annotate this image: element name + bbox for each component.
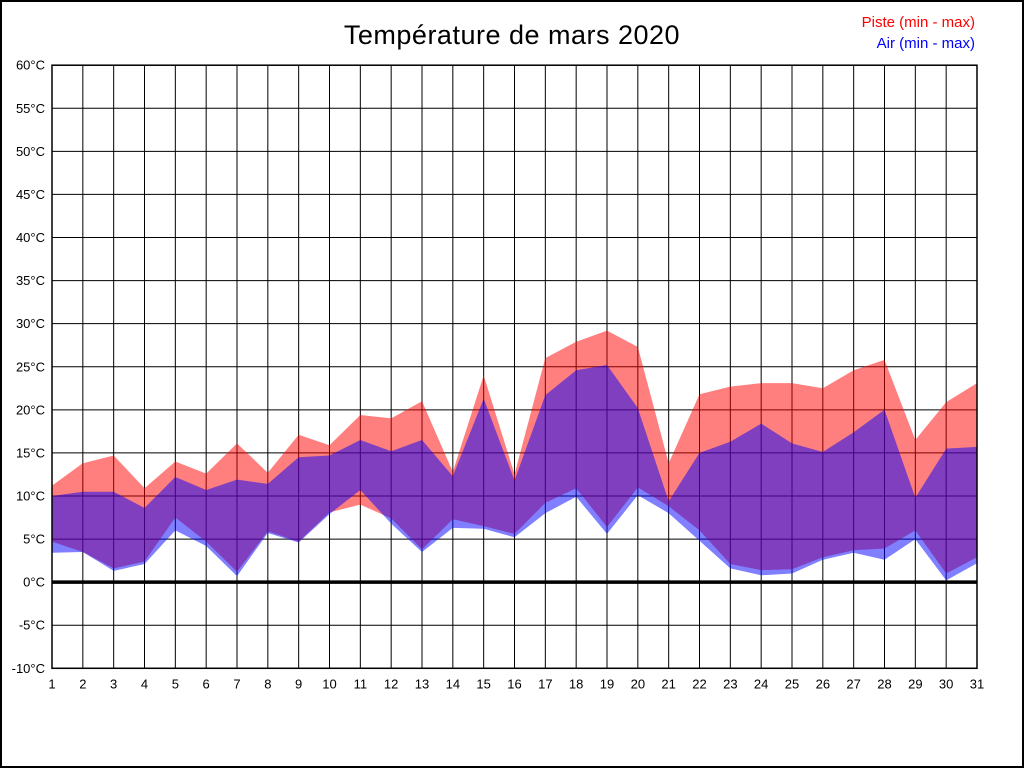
y-tick-label: -5°C — [19, 618, 45, 633]
x-tick-label: 29 — [908, 676, 922, 691]
x-tick-label: 23 — [723, 676, 737, 691]
y-tick-label: -10°C — [12, 661, 45, 676]
y-tick-label: 10°C — [16, 488, 45, 503]
legend-item-piste: Piste (min - max) — [861, 14, 975, 31]
x-tick-label: 6 — [203, 676, 210, 691]
x-tick-label: 16 — [507, 676, 521, 691]
chart-title: Température de mars 2020 — [343, 20, 681, 50]
y-tick-label: 60°C — [16, 58, 45, 73]
x-tick-label: 21 — [661, 676, 675, 691]
x-tick-label: 15 — [476, 676, 490, 691]
x-tick-label: 9 — [295, 676, 302, 691]
x-tick-label: 20 — [631, 676, 645, 691]
x-tick-label: 2 — [79, 676, 86, 691]
air-band — [52, 365, 977, 581]
x-tick-label: 13 — [415, 676, 429, 691]
legend: Piste (min - max) Air (min - max) — [862, 12, 975, 54]
y-tick-label: 0°C — [23, 575, 45, 590]
y-tick-label: 15°C — [16, 445, 45, 460]
plot-border — [51, 64, 978, 670]
y-tick-label: 30°C — [16, 316, 45, 331]
x-tick-label: 19 — [600, 676, 614, 691]
x-tick-label: 3 — [110, 676, 117, 691]
x-tick-label: 25 — [785, 676, 799, 691]
x-tick-label: 31 — [970, 676, 984, 691]
x-tick-label: 22 — [692, 676, 706, 691]
y-tick-label: 5°C — [23, 532, 45, 547]
x-tick-label: 10 — [322, 676, 336, 691]
x-tick-label: 17 — [538, 676, 552, 691]
y-tick-label: 40°C — [16, 230, 45, 245]
x-tick-label: 26 — [816, 676, 830, 691]
x-tick-label: 5 — [172, 676, 179, 691]
x-tick-label: 1 — [48, 676, 55, 691]
x-tick-label: 24 — [754, 676, 768, 691]
x-tick-label: 28 — [877, 676, 891, 691]
x-tick-label: 18 — [569, 676, 583, 691]
x-tick-label: 11 — [354, 676, 368, 691]
y-tick-label: 45°C — [16, 187, 45, 202]
y-tick-label: 25°C — [16, 359, 45, 374]
legend-item-air: Air (min - max) — [876, 35, 975, 52]
x-tick-label: 27 — [846, 676, 860, 691]
x-tick-label: 12 — [384, 676, 398, 691]
x-tick-label: 7 — [233, 676, 240, 691]
x-tick-label: 30 — [939, 676, 953, 691]
y-tick-label: 20°C — [16, 402, 45, 417]
x-tick-label: 4 — [141, 676, 148, 691]
x-tick-label: 14 — [446, 676, 460, 691]
y-tick-label: 50°C — [16, 144, 45, 159]
x-tick-label: 8 — [264, 676, 271, 691]
y-tick-label: 35°C — [16, 273, 45, 288]
y-tick-label: 55°C — [16, 101, 45, 116]
